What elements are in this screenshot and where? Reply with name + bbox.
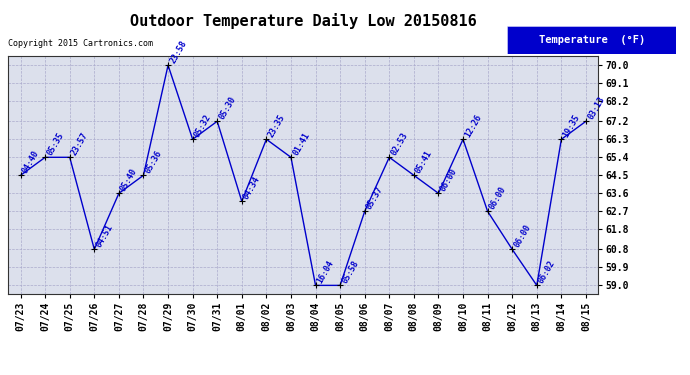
Text: 05:30: 05:30 (217, 95, 237, 121)
Text: 06:00: 06:00 (488, 185, 508, 211)
Text: 04:40: 04:40 (21, 149, 41, 176)
Text: 06:00: 06:00 (512, 223, 533, 249)
Text: 23:57: 23:57 (70, 131, 90, 157)
Text: 03:13: 03:13 (586, 95, 607, 121)
Text: 01:41: 01:41 (291, 131, 311, 157)
Text: 05:41: 05:41 (414, 149, 434, 176)
Text: Temperature  (°F): Temperature (°F) (539, 35, 644, 45)
Text: Outdoor Temperature Daily Low 20150816: Outdoor Temperature Daily Low 20150816 (130, 13, 477, 29)
Text: 05:36: 05:36 (144, 149, 164, 176)
Text: 06:02: 06:02 (537, 259, 557, 285)
Text: 12:26: 12:26 (463, 113, 483, 139)
Text: 04:34: 04:34 (241, 175, 262, 201)
Text: 05:58: 05:58 (340, 259, 360, 285)
Text: 05:32: 05:32 (193, 113, 213, 139)
Text: 23:58: 23:58 (168, 39, 188, 65)
Text: 05:40: 05:40 (119, 167, 139, 194)
Text: 04:51: 04:51 (95, 223, 115, 249)
Text: 23:35: 23:35 (266, 113, 286, 139)
Text: 05:37: 05:37 (365, 185, 385, 211)
Text: 06:00: 06:00 (438, 167, 459, 194)
Text: 02:53: 02:53 (389, 131, 410, 157)
Text: 19:35: 19:35 (562, 113, 582, 139)
Text: Copyright 2015 Cartronics.com: Copyright 2015 Cartronics.com (8, 39, 153, 48)
Text: 16:04: 16:04 (315, 259, 336, 285)
Text: 05:35: 05:35 (45, 131, 66, 157)
